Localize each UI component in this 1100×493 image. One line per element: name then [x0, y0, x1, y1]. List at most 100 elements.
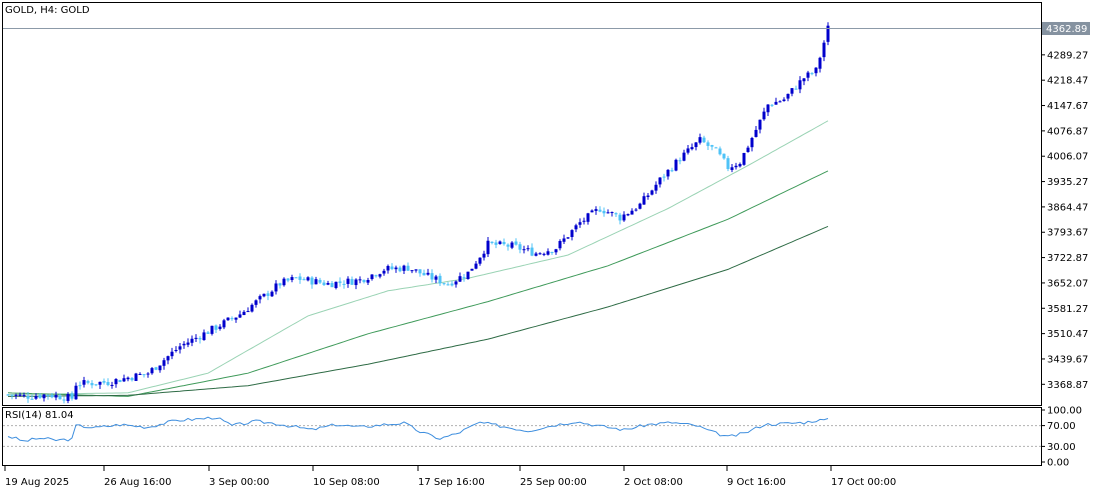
candle-body: [822, 42, 826, 58]
candle-body: [270, 291, 274, 297]
rsi-axis-label: 70.00: [1047, 421, 1076, 432]
candle-body: [294, 277, 298, 279]
candle-body: [794, 88, 798, 90]
candle-body: [262, 293, 266, 297]
candle-body: [618, 214, 622, 221]
candle-body: [606, 212, 610, 214]
price-axis-label: 4006.07: [1047, 152, 1088, 163]
candle-body: [526, 248, 530, 250]
candle-body: [246, 311, 250, 313]
candle-body: [802, 78, 806, 82]
candle-body: [790, 88, 794, 94]
candle-body: [550, 252, 554, 254]
candle-body: [470, 268, 474, 271]
candle-body: [186, 342, 190, 345]
candle-body: [126, 377, 130, 380]
price-axis-label: 3652.07: [1047, 278, 1088, 289]
price-axis-label: 3510.47: [1047, 329, 1088, 340]
candle-body: [530, 247, 534, 256]
price-axis-label: 3864.47: [1047, 202, 1088, 213]
candle-body: [166, 356, 170, 361]
candle-body: [14, 394, 18, 396]
candle-body: [362, 279, 366, 283]
rsi-axis-label: 30.00: [1047, 442, 1076, 453]
candle-body: [174, 349, 178, 351]
candle-body: [510, 242, 514, 248]
candle-body: [258, 296, 262, 300]
candle-body: [242, 311, 246, 316]
candle-body: [782, 99, 786, 101]
candle-body: [210, 325, 214, 334]
candle-body: [494, 242, 498, 245]
candle-body: [674, 159, 678, 171]
candle-body: [410, 270, 414, 272]
candle-body: [314, 279, 318, 285]
candle-body: [746, 147, 750, 152]
candle-body: [806, 72, 810, 78]
candle-body: [106, 382, 110, 386]
candle-body: [82, 380, 86, 385]
candle-body: [310, 277, 314, 285]
rsi-line: [7, 416, 829, 442]
candle-body: [62, 399, 66, 401]
candle-body: [774, 101, 778, 105]
candle-body: [206, 332, 210, 334]
candle-body: [538, 253, 542, 255]
candle-body: [342, 283, 346, 285]
moving-average-line: [7, 170, 829, 397]
candle-body: [574, 225, 578, 230]
candle-body: [26, 396, 30, 399]
time-axis-label: 26 Aug 16:00: [104, 477, 171, 488]
candle-body: [178, 346, 182, 350]
candle-body: [226, 317, 230, 321]
candle-body: [230, 318, 234, 320]
rsi-axis: 100.00 70.00 30.00 0.00: [1041, 406, 1082, 469]
rsi-line-path: [7, 416, 829, 442]
candle-body: [442, 283, 446, 285]
candle-body: [366, 279, 370, 283]
candle-body: [278, 283, 282, 286]
candle-body: [322, 282, 326, 286]
candle-body: [650, 190, 654, 195]
candle-body: [406, 265, 410, 271]
candle-body: [634, 209, 638, 211]
candle-body: [694, 142, 698, 148]
candle-body: [386, 265, 390, 271]
rsi-panel-frame: [2, 407, 1042, 466]
candle-body: [114, 379, 118, 385]
candle-body: [302, 279, 306, 281]
candle-body: [146, 373, 150, 375]
rsi-indicator-label: RSI(14) 81.04: [5, 410, 74, 421]
candle-body: [758, 119, 762, 130]
candle-body: [74, 385, 78, 400]
candle-body: [318, 279, 322, 283]
candle-body: [474, 263, 478, 269]
candle-body: [730, 167, 734, 170]
candle-body: [130, 377, 134, 381]
time-axis: 19 Aug 2025 26 Aug 16:00 3 Sep 00:00 10 Sep…: [4, 466, 896, 488]
rsi-levels: [3, 425, 1041, 447]
candle-body: [170, 351, 174, 357]
candle-body: [750, 137, 754, 148]
price-axis-label: 3722.87: [1047, 253, 1088, 264]
candle-body: [390, 266, 394, 270]
candle-body: [358, 279, 362, 281]
candle-body: [810, 73, 814, 75]
candle-body: [558, 241, 562, 249]
candle-body: [438, 275, 442, 284]
candle-body: [290, 277, 294, 281]
time-axis-label: 17 Oct 00:00: [831, 477, 896, 488]
time-axis-label: 9 Oct 16:00: [727, 477, 786, 488]
candle-body: [702, 137, 706, 143]
candle-body: [110, 384, 114, 386]
price-axis-label: 3581.27: [1047, 304, 1088, 315]
candle-body: [690, 147, 694, 150]
candle-body: [86, 381, 90, 383]
candle-body: [202, 332, 206, 341]
candle-body: [706, 142, 710, 146]
candle-body: [194, 337, 198, 339]
candle-body: [234, 317, 238, 320]
candle-body: [522, 249, 526, 251]
candle-body: [190, 338, 194, 343]
candle-body: [330, 283, 334, 288]
